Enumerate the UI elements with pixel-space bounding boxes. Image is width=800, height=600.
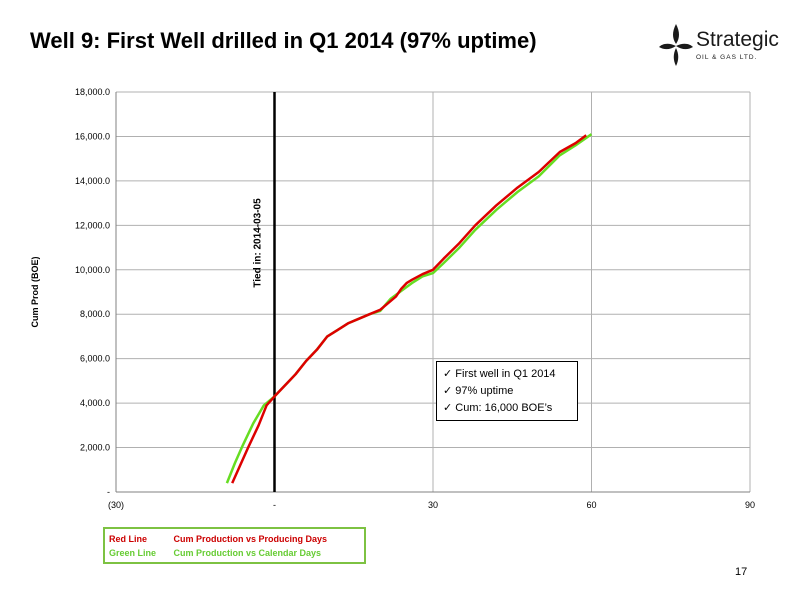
callout-item: ✓ First well in Q1 2014 (443, 368, 556, 380)
check-icon: ✓ (443, 368, 453, 380)
callout-item: ✓ Cum: 16,000 BOE’s (443, 402, 553, 414)
company-logo: Strategic OIL & GAS LTD. (658, 20, 788, 68)
y-tick-label: 14,000.0 (75, 176, 110, 186)
slide-title: Well 9: First Well drilled in Q1 2014 (9… (30, 28, 537, 53)
x-tick-label: 90 (745, 500, 755, 510)
y-tick-label: - (107, 487, 110, 497)
logo-tagline: OIL & GAS LTD. (696, 54, 758, 61)
y-tick-label: 18,000.0 (75, 87, 110, 97)
y-axis-title: Cum Prod (BOE) (30, 256, 40, 327)
y-tick-label: 6,000.0 (80, 354, 110, 364)
flame-leaf-icon (659, 24, 693, 66)
x-tick-label: - (273, 500, 276, 510)
y-tick-label: 2,000.0 (80, 443, 110, 453)
legend-name: Red Line (109, 534, 148, 544)
legend-row-green: Green Line Cum Production vs Calendar Da… (109, 546, 360, 560)
logo-wordmark: Strategic (696, 28, 779, 51)
legend-name: Green Line (109, 548, 157, 558)
y-tick-label: 8,000.0 (80, 309, 110, 319)
y-tick-label: 12,000.0 (75, 220, 110, 230)
series-line-green (225, 133, 593, 484)
check-icon: ✓ (443, 385, 453, 397)
y-tick-label: 16,000.0 (75, 131, 110, 141)
x-tick-label: (30) (108, 500, 124, 510)
legend-desc: Cum Production vs Producing Days (173, 534, 328, 544)
x-tick-label: 30 (428, 500, 438, 510)
y-tick-label: 4,000.0 (80, 398, 110, 408)
check-icon: ✓ (443, 402, 453, 414)
line-legend: Red Line Cum Production vs Producing Day… (103, 527, 366, 564)
page-number: 17 (735, 566, 748, 578)
legend-row-red: Red Line Cum Production vs Producing Day… (109, 532, 360, 546)
callout-item: ✓ 97% uptime (443, 385, 514, 397)
tie-in-label: Tied in: 2014-03-05 (253, 198, 264, 288)
x-tick-label: 60 (586, 500, 596, 510)
y-tick-label: 10,000.0 (75, 265, 110, 275)
legend-desc: Cum Production vs Calendar Days (173, 548, 322, 558)
series-line-red (231, 134, 587, 484)
summary-callout: ✓ First well in Q1 2014 ✓ 97% uptime ✓ C… (436, 361, 578, 421)
